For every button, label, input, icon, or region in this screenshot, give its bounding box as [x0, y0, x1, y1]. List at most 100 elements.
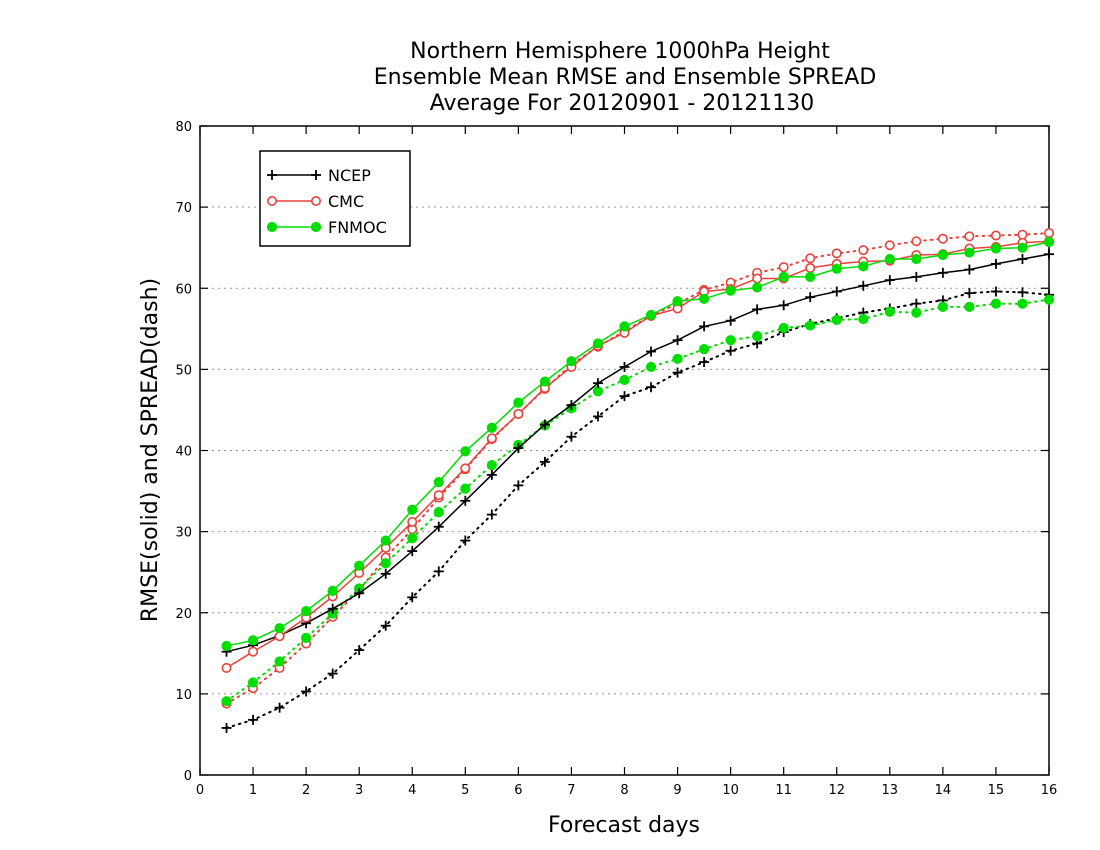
data-point: [221, 722, 232, 733]
data-point: [698, 293, 710, 304]
data-point: [460, 483, 471, 494]
data-point: [752, 331, 763, 342]
data-point: [221, 662, 232, 673]
data-point: [752, 282, 763, 293]
data-point: [646, 382, 657, 393]
data-point: [248, 714, 259, 725]
data-point: [699, 357, 710, 368]
data-point: [831, 263, 842, 274]
x-tick-label: 13: [882, 783, 899, 798]
x-tick-label: 10: [722, 783, 739, 798]
legend-entry: NCEP: [267, 166, 371, 185]
y-tick-label: 30: [175, 526, 192, 541]
data-point: [911, 298, 922, 309]
data-point: [380, 568, 391, 579]
data-point: [539, 419, 550, 430]
y-tick-label: 60: [175, 282, 192, 297]
data-point: [778, 300, 789, 311]
data-point: [1017, 254, 1028, 265]
data-point: [619, 374, 630, 386]
data-point: [327, 668, 338, 679]
x-tick-label: 1: [249, 783, 257, 798]
data-point: [778, 322, 789, 334]
data-point: [513, 397, 524, 408]
series-line: [225, 232, 1050, 705]
data-point: [1043, 294, 1055, 305]
data-point: [1017, 229, 1028, 240]
data-point: [513, 408, 524, 419]
series-line: [226, 253, 1050, 653]
data-point: [354, 560, 365, 571]
legend-entry: FNMOC: [266, 218, 387, 237]
data-point: [990, 298, 1002, 309]
data-point: [221, 696, 232, 707]
data-point: [221, 640, 232, 652]
data-point: [805, 271, 816, 282]
data-point: [645, 309, 657, 321]
data-point: [354, 645, 365, 656]
data-point: [433, 490, 444, 501]
legend-marker: [266, 196, 277, 207]
data-point: [1044, 228, 1055, 239]
data-point: [380, 558, 391, 569]
series-line: [226, 240, 1050, 669]
chart-title-line-1: Northern Hemisphere 1000hPa Height: [410, 39, 830, 64]
data-point: [1044, 249, 1054, 260]
data-point: [884, 240, 895, 251]
data-point: [433, 477, 444, 488]
data-point: [433, 566, 444, 577]
data-point: [354, 588, 365, 599]
data-point: [327, 603, 338, 614]
data-point: [752, 304, 763, 315]
data-point: [513, 480, 524, 491]
data-point: [990, 286, 1001, 297]
x-tick-label: 8: [620, 783, 628, 798]
y-tick-label: 70: [175, 201, 192, 216]
data-point: [911, 253, 922, 265]
legend-entry: CMC: [266, 192, 364, 211]
data-point: [486, 422, 497, 433]
x-tick-label: 2: [302, 783, 310, 798]
data-point: [274, 702, 285, 713]
data-point: [672, 296, 683, 307]
data-point: [592, 338, 604, 349]
data-point: [937, 301, 948, 313]
data-point: [1017, 287, 1028, 298]
legend-label: FNMOC: [328, 218, 387, 237]
legend-label: CMC: [328, 192, 364, 211]
data-point: [486, 509, 497, 520]
legend-marker: [310, 221, 322, 233]
x-tick-label: 3: [355, 783, 363, 798]
data-point: [407, 592, 418, 603]
x-tick-label: 0: [196, 783, 204, 798]
data-point: [1043, 236, 1055, 248]
x-tick-label: 7: [567, 783, 575, 798]
x-tick-label: 16: [1041, 783, 1058, 798]
legend: NCEP CMC FNMOC: [259, 150, 411, 247]
data-point: [778, 262, 789, 273]
data-point: [327, 585, 338, 596]
data-point: [937, 267, 948, 278]
data-point: [858, 245, 869, 256]
data-point: [1017, 242, 1028, 253]
data-point: [911, 236, 922, 247]
data-point: [460, 463, 471, 474]
data-point: [301, 606, 312, 617]
data-point: [646, 346, 657, 357]
data-point: [805, 262, 816, 273]
data-point: [380, 535, 391, 546]
data-point: [884, 306, 895, 317]
data-point: [407, 504, 418, 515]
data-point: [274, 631, 285, 642]
data-point: [858, 280, 869, 291]
data-point: [964, 301, 975, 313]
legend-marker: [267, 170, 277, 180]
data-point: [247, 677, 259, 688]
x-tick-label: 11: [775, 783, 792, 798]
data-point: [831, 314, 842, 325]
data-point: [301, 632, 312, 643]
data-point: [407, 516, 418, 527]
y-tick-label: 20: [175, 607, 192, 622]
data-point: [831, 286, 842, 297]
